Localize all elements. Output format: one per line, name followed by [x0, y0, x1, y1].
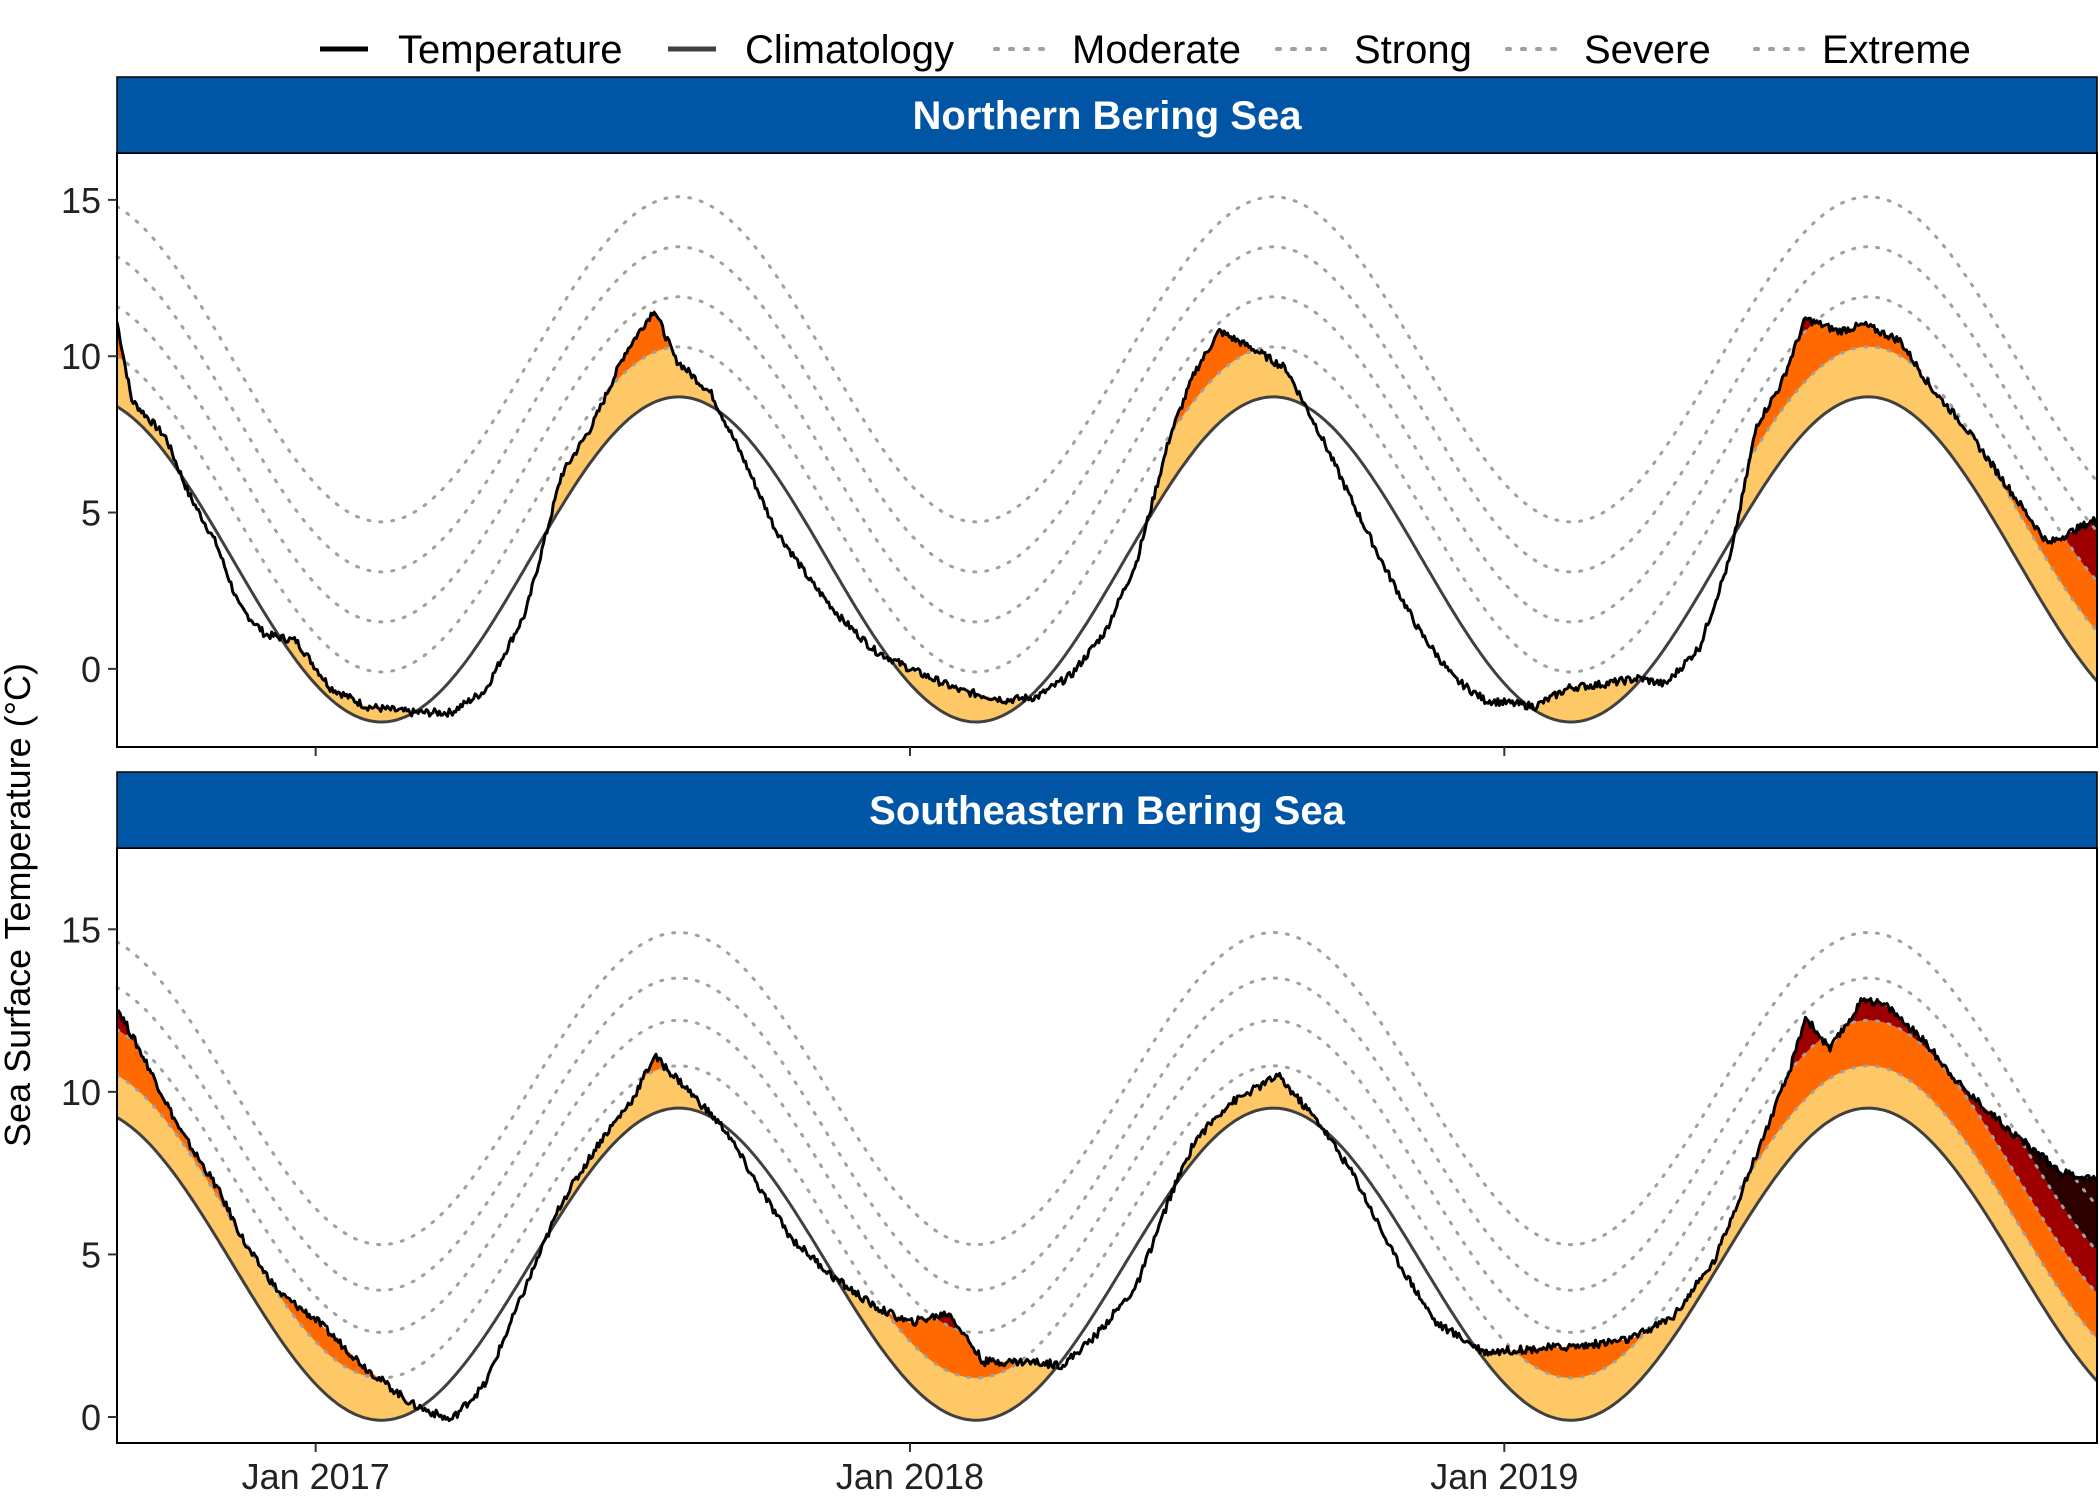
- temperature-line: [117, 997, 2097, 1423]
- threshold-line-moderate: [117, 1064, 2097, 1380]
- fill-moderate: [1177, 1075, 1324, 1183]
- legend-entry-climatology: Climatology: [668, 28, 954, 72]
- y-axis-label: Sea Surface Temperature (°C): [0, 663, 38, 1147]
- y-tick-label: 5: [81, 1234, 101, 1275]
- fill-moderate: [1147, 350, 1304, 521]
- legend-label: Climatology: [745, 28, 954, 72]
- y-tick-label: 0: [81, 649, 101, 690]
- y-tick-label: 10: [61, 1072, 101, 1113]
- legend-label: Temperature: [398, 28, 623, 72]
- y-tick-label: 5: [81, 493, 101, 534]
- fill-moderate: [1528, 678, 1642, 722]
- legend-entry-extreme: Extreme: [1753, 28, 1971, 72]
- threshold-line-severe: [117, 245, 2097, 574]
- fill-moderate: [1475, 1065, 2097, 1421]
- y-tick-label: 0: [81, 1397, 101, 1438]
- panel-strip: [116, 76, 2098, 154]
- x-tick-label: Jan 2018: [836, 1456, 984, 1497]
- y-tick-label: 15: [61, 909, 101, 950]
- fill-moderate: [117, 356, 181, 475]
- climatology-line: [117, 395, 2097, 724]
- legend-entry-temperature: Temperature: [320, 28, 623, 72]
- panel-title: Southeastern Bering Sea: [869, 789, 1345, 833]
- fill-strong: [608, 309, 669, 390]
- threshold-line-severe: [117, 976, 2097, 1292]
- fill-strong: [1172, 331, 1254, 432]
- legend: Temperature Climatology Moderate Strong Seve…: [320, 28, 1971, 72]
- fill-severe: [1799, 318, 1814, 339]
- legend-label: Strong: [1354, 28, 1472, 72]
- fill-strong: [1983, 452, 2097, 632]
- fill-strong: [885, 1311, 1020, 1378]
- fill-moderate: [548, 347, 720, 528]
- x-tick-label: Jan 2019: [1430, 1456, 1578, 1497]
- fill-moderate: [838, 1280, 1059, 1421]
- climatology-line: [117, 1106, 2097, 1422]
- legend-entry-moderate: Moderate: [993, 28, 1241, 72]
- fill-moderate: [117, 1075, 420, 1421]
- panel-2: Southeastern Bering Sea 0 5 10 15 Jan 2017 Jan…: [61, 771, 2098, 1497]
- threshold-line-strong: [117, 1018, 2097, 1335]
- y-tick-label: 15: [61, 180, 101, 221]
- threshold-line-extreme: [117, 195, 2097, 524]
- fill-moderate: [281, 637, 414, 722]
- legend-label: Severe: [1584, 28, 1711, 72]
- panel-title: Northern Bering Sea: [913, 94, 1303, 138]
- legend-label: Moderate: [1072, 28, 1241, 72]
- threshold-line-moderate: [117, 345, 2097, 674]
- fill-severe: [2064, 522, 2097, 582]
- panel-strip: [116, 771, 2098, 849]
- fill-strong: [1748, 1020, 2097, 1339]
- threshold-line-strong: [117, 295, 2097, 624]
- panel-1: Northern Bering Sea 0 5 10 15: [61, 76, 2098, 756]
- threshold-line-extreme: [117, 930, 2097, 1247]
- plot-background: [117, 153, 2097, 747]
- legend-label: Extreme: [1822, 28, 1971, 72]
- temperature-line: [117, 311, 2097, 718]
- x-tick-label: Jan 2017: [242, 1456, 390, 1497]
- fill-moderate: [1735, 346, 2097, 682]
- legend-entry-strong: Strong: [1275, 28, 1472, 72]
- y-tick-label: 10: [61, 336, 101, 377]
- fill-extreme: [2020, 1139, 2097, 1251]
- legend-entry-severe: Severe: [1505, 28, 1711, 72]
